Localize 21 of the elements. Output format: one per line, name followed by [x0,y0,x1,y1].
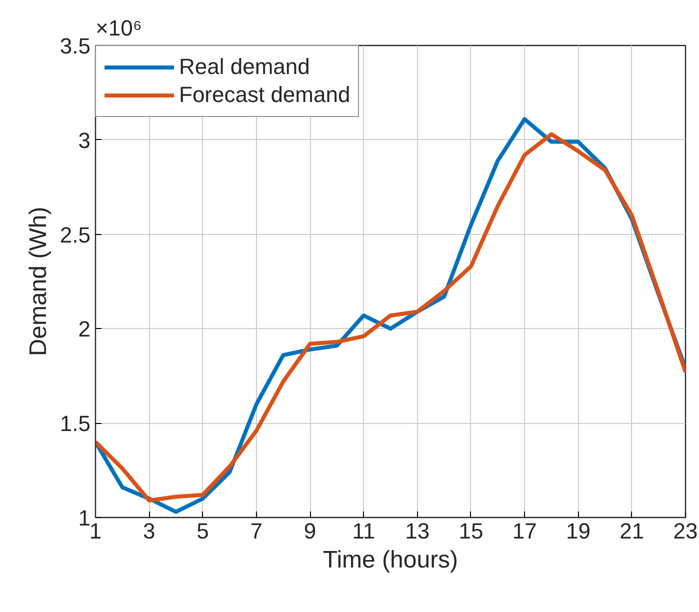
y-axis-title: Demand (Wh) [24,206,52,356]
x-axis-title: Time (hours) [322,546,458,574]
x-tick-label: 3 [143,518,156,544]
x-tick-label: 21 [620,518,644,544]
x-tick-label: 15 [458,518,484,544]
x-tick-label: 17 [512,518,537,544]
x-tick-label: 23 [673,518,698,544]
y-tick-label: 3 [78,128,91,153]
x-tick-label: 7 [250,518,263,544]
y-tick-label: 1.5 [60,411,91,436]
legend-label: Real demand [179,54,310,80]
x-tick-label: 9 [304,518,316,544]
x-tick-label: 5 [196,518,209,544]
x-tick-label: 11 [352,518,376,544]
legend-label: Forecast demand [179,82,350,108]
y-tick-label: 2 [78,316,91,342]
x-tick-label: 13 [405,518,430,544]
y-tick-label: 2.5 [60,222,91,248]
y-tick-label: 3.5 [60,34,91,58]
x-tick-label: 19 [566,518,590,544]
text: ×10⁶ [96,16,142,40]
